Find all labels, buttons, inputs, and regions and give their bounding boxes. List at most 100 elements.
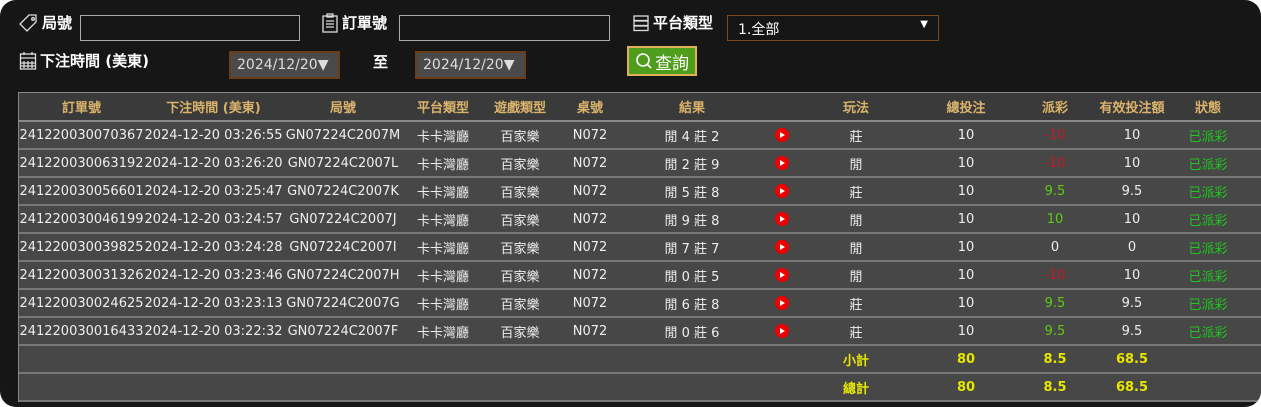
cell-empty (1239, 177, 1261, 206)
subtotal-valid: 68.5 (1087, 345, 1177, 374)
cell-empty (1239, 345, 1261, 374)
header-time: 下注時間 (美東) (144, 93, 283, 122)
cell-status: 已派彩 (1177, 121, 1239, 150)
cell-valid: 9.5 (1087, 317, 1177, 346)
cell-payout: -10 (1023, 149, 1087, 178)
replay-play-icon[interactable] (775, 156, 789, 170)
cell-replay (761, 233, 803, 262)
cell-replay (761, 121, 803, 150)
cell-game: 百家樂 (483, 177, 557, 206)
cell-payout: -10 (1023, 261, 1087, 290)
replay-play-icon[interactable] (775, 324, 789, 338)
order-label-text: 訂單號 (342, 14, 388, 32)
header-play: 玩法 (803, 93, 909, 122)
cell-result: 閒 9 莊 8 (623, 205, 761, 234)
cell-empty (1239, 261, 1261, 290)
cell-status: 已派彩 (1177, 149, 1239, 178)
cell-result: 閒 0 莊 6 (623, 317, 761, 346)
replay-play-icon[interactable] (775, 240, 789, 254)
cell-bet: 10 (909, 121, 1023, 150)
cell-time: 2024-12-20 03:23:13 (144, 289, 283, 318)
cell-empty (144, 345, 283, 374)
header-round: 局號 (283, 93, 403, 122)
cell-order: 241220030063192 (19, 149, 144, 178)
cell-table: N072 (557, 177, 623, 206)
cell-empty (403, 345, 483, 374)
cell-order: 241220030039825 (19, 233, 144, 262)
clipboard-icon (322, 12, 338, 33)
cell-status: 已派彩 (1177, 205, 1239, 234)
cell-status: 已派彩 (1177, 317, 1239, 346)
cell-table: N072 (557, 121, 623, 150)
cell-payout: 0 (1023, 233, 1087, 262)
query-button[interactable]: 查詢 (627, 46, 697, 76)
cell-game: 百家樂 (483, 149, 557, 178)
cell-platform: 卡卡灣廳 (403, 289, 483, 318)
round-input[interactable] (80, 15, 300, 41)
replay-play-icon[interactable] (775, 296, 789, 310)
cell-empty (403, 373, 483, 402)
cell-result: 閒 6 莊 8 (623, 289, 761, 318)
round-label-text: 局號 (42, 14, 73, 32)
time-label: 下注時間 (美東) (19, 50, 149, 71)
cell-empty (1239, 373, 1261, 402)
cell-empty (557, 345, 623, 374)
query-button-label: 查詢 (655, 53, 689, 74)
date-from-select[interactable]: 2024/12/20▼ (229, 51, 340, 79)
cell-round: GN07224C2007I (283, 233, 403, 262)
date-to-select[interactable]: 2024/12/20▼ (415, 51, 526, 79)
cell-table: N072 (557, 205, 623, 234)
cell-empty (19, 373, 144, 402)
table-row: 241220030039825 2024-12-20 03:24:28 GN0722… (19, 233, 1261, 262)
cell-time: 2024-12-20 03:26:55 (144, 121, 283, 150)
subtotal-bet: 80 (909, 345, 1023, 374)
replay-play-icon[interactable] (775, 128, 789, 142)
cell-payout: 9.5 (1023, 177, 1087, 206)
cell-bet: 10 (909, 261, 1023, 290)
header-replay (761, 93, 803, 122)
table-row: 241220030016433 2024-12-20 03:22:32 GN0722… (19, 317, 1261, 346)
table-header-row: 訂單號 下注時間 (美東) 局號 平台類型 遊戲類型 桌號 結果 玩法 總投注 派彩 有效投注額 狀態… (19, 93, 1261, 122)
platform-select-value: 1.全部 (738, 22, 780, 38)
cell-bet: 10 (909, 317, 1023, 346)
platform-label-text: 平台類型 (653, 14, 714, 32)
header-order: 訂單號 (19, 93, 144, 122)
cell-game: 百家樂 (483, 317, 557, 346)
search-icon (636, 53, 652, 69)
subtotal-label: 小計 (803, 345, 909, 374)
platform-select[interactable]: 1.全部 ▼ (727, 15, 939, 41)
cell-empty (1177, 373, 1239, 402)
cell-empty (1239, 205, 1261, 234)
replay-play-icon[interactable] (775, 212, 789, 226)
cell-time: 2024-12-20 03:25:47 (144, 177, 283, 206)
time-label-text: 下注時間 (美東) (40, 52, 149, 70)
cell-replay (761, 149, 803, 178)
cell-replay (761, 317, 803, 346)
round-label: 局號 (19, 12, 72, 33)
to-label: 至 (373, 53, 389, 71)
order-input[interactable] (399, 15, 610, 41)
cell-result: 閒 2 莊 9 (623, 149, 761, 178)
cell-empty (483, 373, 557, 402)
replay-play-icon[interactable] (775, 184, 789, 198)
cell-round: GN07224C2007H (283, 261, 403, 290)
total-payout: 8.5 (1023, 373, 1087, 402)
cell-platform: 卡卡灣廳 (403, 317, 483, 346)
total-bet: 80 (909, 373, 1023, 402)
cell-table: N072 (557, 261, 623, 290)
cell-empty (19, 345, 144, 374)
cell-game: 百家樂 (483, 205, 557, 234)
cell-empty (1239, 317, 1261, 346)
order-label: 訂單號 (321, 12, 387, 33)
cell-result: 閒 5 莊 8 (623, 177, 761, 206)
date-from-value: 2024/12/20 (237, 57, 318, 73)
cell-valid: 9.5 (1087, 177, 1177, 206)
cell-payout: 9.5 (1023, 317, 1087, 346)
cell-game: 百家樂 (483, 289, 557, 318)
header-platform: 平台類型 (403, 93, 483, 122)
cell-platform: 卡卡灣廳 (403, 205, 483, 234)
date-to-value: 2024/12/20 (423, 57, 504, 73)
cell-empty (761, 373, 803, 402)
replay-play-icon[interactable] (775, 268, 789, 282)
